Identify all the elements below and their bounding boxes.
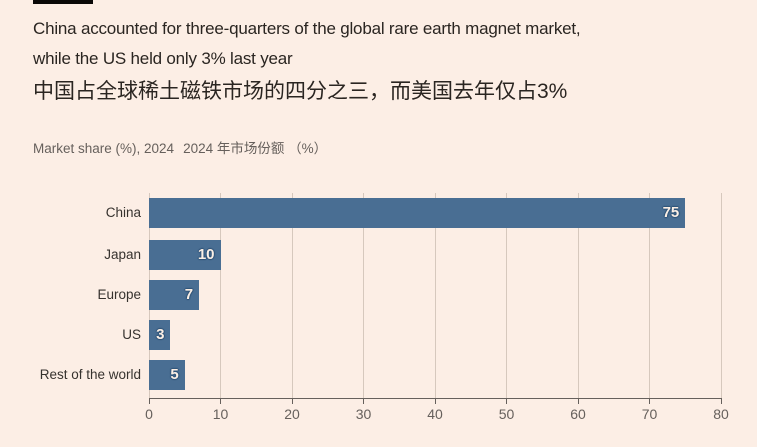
x-axis-tick-label: 0 bbox=[145, 406, 153, 422]
gridline-60 bbox=[577, 193, 579, 398]
gridline-10 bbox=[220, 193, 221, 398]
bar-chart: 0 10 20 30 40 50 60 70 80 China 75 Japan 10 Europe 7 US… bbox=[0, 193, 757, 433]
gridline-30 bbox=[363, 193, 364, 398]
chart-subtitle: Market share (%), 2024 2024 年市场份额 （%） bbox=[33, 140, 327, 158]
x-axis-line bbox=[149, 398, 722, 399]
x-axis-tick-label: 50 bbox=[498, 406, 515, 422]
gridline-40 bbox=[434, 193, 436, 398]
bar-us: 3 bbox=[149, 320, 171, 350]
gridline-80 bbox=[720, 193, 722, 398]
bar-value-label: 7 bbox=[184, 286, 194, 303]
bar-china: 75 bbox=[149, 198, 686, 228]
x-axis-tick-label: 30 bbox=[355, 406, 372, 422]
x-axis-tick-label: 10 bbox=[212, 406, 229, 422]
x-axis-tick-80 bbox=[720, 398, 722, 404]
chart-row-japan: Japan 10 bbox=[0, 240, 757, 270]
subtitle-english: Market share (%), 2024 bbox=[33, 141, 175, 156]
chart-row-europe: Europe 7 bbox=[0, 280, 757, 310]
category-label: Japan bbox=[104, 247, 141, 262]
bar-value-label: 3 bbox=[156, 326, 165, 343]
gridline-20 bbox=[291, 193, 293, 398]
bar-japan: 10 bbox=[149, 240, 221, 270]
category-label: US bbox=[122, 327, 141, 342]
top-rule bbox=[33, 0, 93, 4]
x-axis-tick-50 bbox=[506, 398, 507, 404]
x-axis-tick-label: 40 bbox=[427, 406, 443, 422]
category-label: China bbox=[105, 205, 141, 220]
x-axis-tick-10 bbox=[220, 398, 221, 404]
gridline-70 bbox=[649, 193, 650, 398]
x-axis-tick-label: 60 bbox=[570, 406, 586, 422]
bar-rest-of-the-world: 5 bbox=[149, 360, 185, 390]
bar-europe: 7 bbox=[149, 280, 200, 310]
x-axis-tick-70 bbox=[649, 398, 650, 404]
x-axis-tick-label: 20 bbox=[284, 406, 300, 422]
subtitle-chinese: 2024 年市场份额 （%） bbox=[183, 141, 328, 156]
category-label: Europe bbox=[97, 287, 141, 302]
category-label: Rest of the world bbox=[39, 367, 141, 382]
x-axis-tick-20 bbox=[291, 398, 293, 404]
x-axis-tick-label: 70 bbox=[641, 406, 658, 422]
x-axis-tick-60 bbox=[577, 398, 579, 404]
x-axis-tick-0 bbox=[148, 398, 150, 404]
chart-title-english: China accounted for three-quarters of th… bbox=[33, 19, 581, 68]
x-axis-tick-30 bbox=[363, 398, 364, 404]
chart-row-rest-of-the-world: Rest of the world 5 bbox=[0, 360, 757, 390]
bar-value-label: 5 bbox=[170, 366, 179, 383]
chart-row-china: China 75 bbox=[0, 198, 757, 228]
bar-value-label: 75 bbox=[662, 204, 680, 221]
chart-title-chinese: 中国占全球稀土磁铁市场的四分之三，而美国去年仅占3% bbox=[33, 80, 568, 103]
x-axis-tick-label: 80 bbox=[713, 406, 729, 422]
x-axis-tick-40 bbox=[434, 398, 436, 404]
chart-row-us: US 3 bbox=[0, 320, 757, 350]
bar-value-label: 10 bbox=[197, 246, 215, 263]
gridline-50 bbox=[506, 193, 507, 398]
